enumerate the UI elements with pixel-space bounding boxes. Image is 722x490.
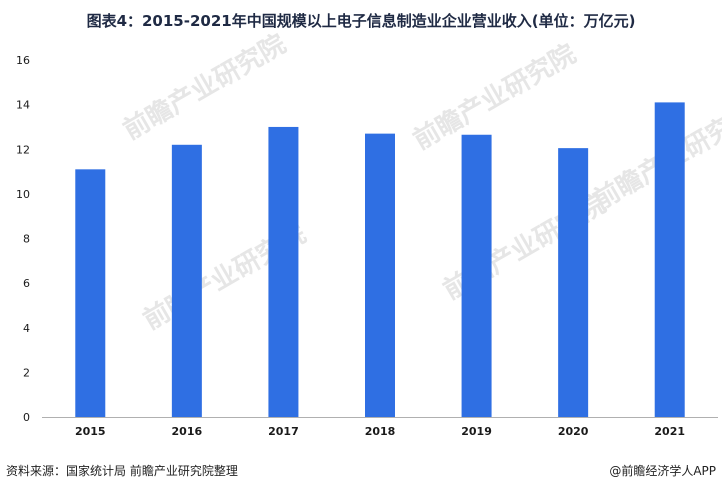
y-tick-label: 2 (23, 366, 30, 379)
brand-credit: @前瞻经济学人APP (609, 464, 716, 478)
y-tick-label: 0 (23, 411, 30, 424)
x-tick-label: 2019 (461, 425, 492, 438)
x-tick-label: 2020 (558, 425, 589, 438)
bar-2016 (171, 144, 202, 417)
x-tick-label: 2018 (365, 425, 396, 438)
x-tick-label: 2015 (75, 425, 106, 438)
bar-series (75, 102, 685, 418)
y-tick-label: 16 (16, 54, 30, 67)
x-tick-label: 2021 (654, 425, 685, 438)
x-tick-label: 2017 (268, 425, 299, 438)
watermark-text: 前瞻产业研究院 (408, 38, 581, 156)
y-tick-label: 12 (16, 143, 30, 156)
x-axis-ticks: 2015 2016 2017 2018 2019 2020 2021 (75, 425, 685, 438)
bar-2021 (654, 102, 685, 418)
chart-title: 图表4：2015-2021年中国规模以上电子信息制造业企业营业收入(单位：万亿元… (86, 12, 636, 30)
y-tick-label: 8 (23, 233, 30, 246)
bar-2020 (558, 148, 589, 417)
bar-2017 (268, 126, 299, 417)
watermark-layer: 前瞻产业研究院前瞻产业研究院前瞻产业研究院前瞻产业研究院前瞻产业研究院 (118, 28, 722, 336)
y-tick-label: 6 (23, 277, 30, 290)
y-tick-label: 14 (16, 99, 30, 112)
watermark-text: 前瞻产业研究院 (118, 28, 291, 146)
source-note: 资料来源：国家统计局 前瞻产业研究院整理 (6, 464, 238, 478)
bar-2018 (365, 133, 395, 417)
y-axis-ticks: 0 2 4 6 8 10 12 14 16 (16, 54, 30, 424)
y-tick-label: 4 (23, 322, 30, 335)
footer: 资料来源：国家统计局 前瞻产业研究院整理 @前瞻经济学人APP (0, 458, 722, 486)
y-tick-label: 10 (16, 188, 30, 201)
bar-chart: 前瞻产业研究院前瞻产业研究院前瞻产业研究院前瞻产业研究院前瞻产业研究院 0 2 4 6… (16, 28, 722, 438)
bar-2019 (461, 134, 492, 417)
x-tick-label: 2016 (172, 425, 203, 438)
bar-2015 (75, 169, 106, 417)
